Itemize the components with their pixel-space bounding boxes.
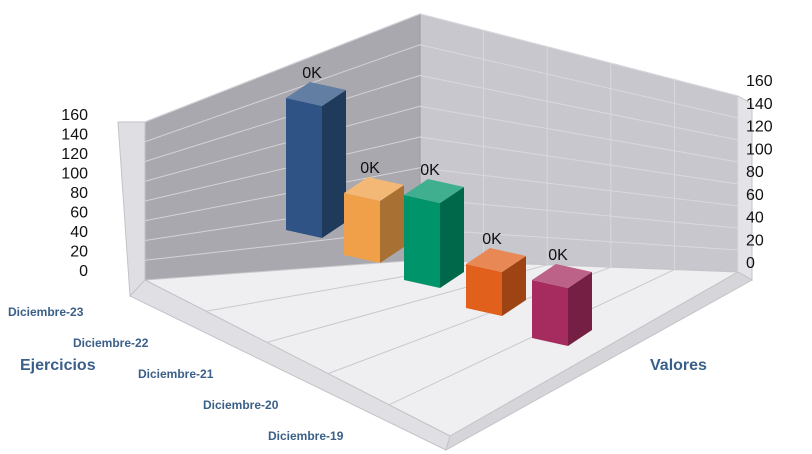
gridline-right (419, 167, 739, 207)
bar-face-top (344, 177, 404, 201)
data-label: 0K (360, 160, 380, 177)
bar-face-top (286, 82, 346, 106)
gridline-left (144, 75, 421, 162)
gridline-left (144, 136, 421, 202)
bar-face-side (502, 256, 526, 316)
back-wall-right (419, 13, 739, 273)
y-tick-label-left: 100 (61, 166, 88, 183)
y-tick-label-right: 160 (746, 73, 773, 90)
gridline-right (419, 105, 739, 163)
y-tick-label-right: 40 (746, 210, 764, 227)
category-label: Diciembre-22 (73, 336, 149, 350)
bar-face-top (404, 179, 464, 203)
category-label: Diciembre-23 (8, 305, 84, 319)
gridline-left (144, 105, 421, 182)
y-ticks-right: 0 20 40 60 80 100 120 140 160 (746, 73, 773, 272)
gridline-left (144, 167, 421, 222)
y-tick-label-left: 120 (61, 146, 88, 163)
category-label: Diciembre-21 (138, 367, 214, 381)
gridline-right (419, 44, 739, 119)
y-tick-label-left: 80 (70, 185, 88, 202)
y-tick-label-left: 140 (61, 127, 88, 144)
y-tick-label-right: 80 (746, 164, 764, 181)
y-tick-label-left: 20 (70, 244, 88, 261)
gridline-right (419, 228, 739, 251)
gridline-right (419, 136, 739, 185)
y-tick-label-left: 60 (70, 205, 88, 222)
floor-line (388, 269, 675, 406)
y-tick-label-left: 0 (79, 263, 88, 280)
y-tick-label-right: 20 (746, 232, 764, 249)
gridline-right (419, 198, 739, 229)
category-label: Diciembre-20 (203, 398, 279, 412)
bar-face-top (466, 248, 526, 272)
bar-face-side (322, 90, 346, 238)
bar-face-front (404, 195, 440, 288)
category-labels: Diciembre-23 Diciembre-22 Diciembre-21 Dici… (8, 305, 344, 443)
y-tick-label-right: 140 (746, 96, 773, 113)
bar-face-side (380, 185, 404, 263)
data-label: 0K (482, 231, 502, 248)
y-ticks-left: 0 20 40 60 80 100 120 140 160 (61, 107, 88, 280)
bar-face-side (568, 272, 592, 346)
bars: 0K 0K 0K 0K 0K (286, 65, 592, 346)
gridline-right (419, 75, 739, 141)
category-label: Diciembre-19 (268, 429, 344, 443)
gridline-left (144, 44, 421, 143)
bar-face-top (532, 264, 592, 288)
data-label: 0K (302, 65, 322, 82)
gridline-right (419, 13, 739, 97)
floor-edge-right (445, 271, 754, 452)
y-tick-label-left: 160 (61, 107, 88, 124)
y-tick-label-right: 60 (746, 187, 764, 204)
y-tick-label-right: 0 (746, 255, 755, 272)
bar-face-side (440, 187, 464, 288)
bar-face-front (466, 264, 502, 316)
gridline-left (144, 13, 421, 123)
x-axis-title: Ejercicios (20, 357, 96, 374)
bar-face-front (286, 98, 322, 238)
bar-face-front (344, 193, 380, 263)
left-wall-edge (117, 121, 146, 298)
y-tick-label-left: 40 (70, 224, 88, 241)
bar-face-front (532, 280, 568, 346)
y-tick-label-right: 100 (746, 141, 773, 158)
y-axis-title: Valores (650, 357, 707, 374)
y-tick-label-right: 120 (746, 119, 773, 136)
data-label: 0K (420, 162, 440, 179)
data-label: 0K (548, 247, 568, 264)
